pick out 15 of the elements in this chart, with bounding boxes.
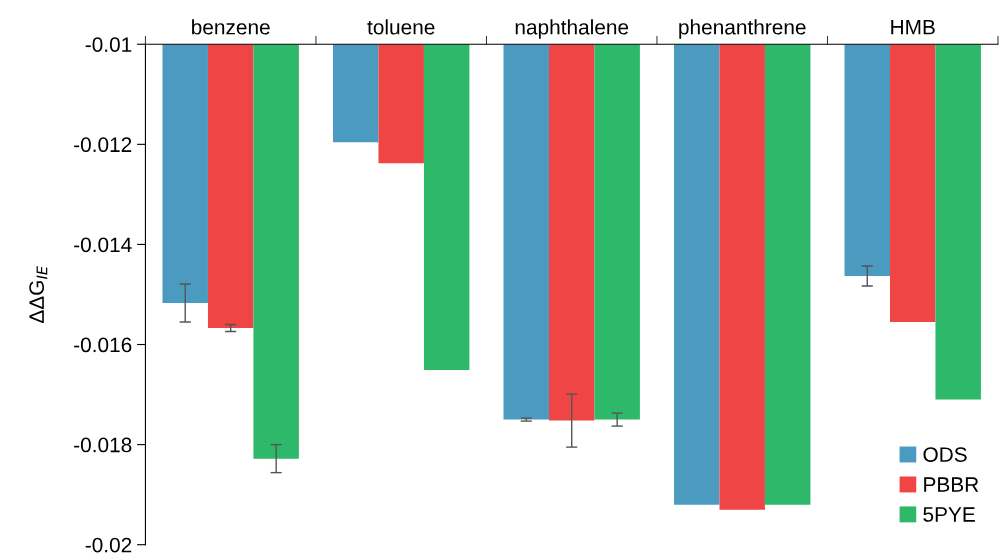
legend-label: 5PYE [923, 507, 975, 522]
x-tick-label: toluene [367, 19, 435, 35]
y-axis-title: ΔΔG$_{IE}$ [29, 265, 48, 324]
y-tick-label: -0.012 [74, 137, 132, 153]
legend-label: ODS [923, 447, 967, 462]
y-tick-label: -0.02 [85, 537, 132, 553]
x-tick-label: HMB [891, 20, 935, 35]
x-tick-label: benzene [192, 19, 270, 35]
x-tick-label: phenanthrene [679, 19, 806, 39]
y-tick-label: -0.018 [74, 437, 132, 453]
y-tick-label: -0.01 [85, 37, 132, 52]
y-tick-label: -0.016 [74, 337, 132, 353]
x-tick-label: naphthalene [515, 19, 629, 39]
legend-label: PBBR [924, 477, 979, 492]
y-tick-label: -0.014 [74, 237, 132, 253]
